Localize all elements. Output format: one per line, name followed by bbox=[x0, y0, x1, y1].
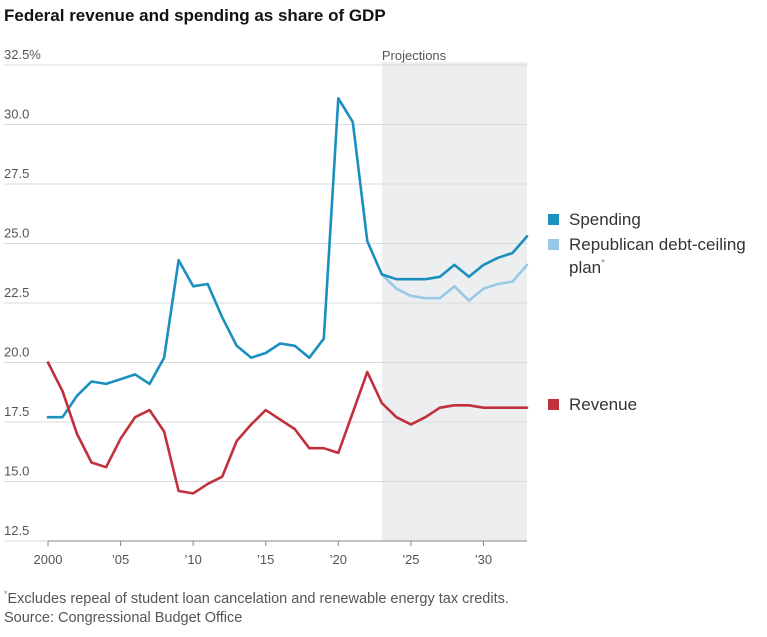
footnote-text: Excludes repeal of student loan cancelat… bbox=[7, 590, 509, 607]
x-tick-label: ’25 bbox=[402, 552, 419, 567]
x-tick-label: ’05 bbox=[112, 552, 129, 567]
chart-title: Federal revenue and spending as share of… bbox=[4, 6, 386, 25]
projection-label: Projections bbox=[382, 48, 447, 63]
x-tick-label: ’15 bbox=[257, 552, 274, 567]
y-tick-label: 12.5 bbox=[4, 523, 29, 538]
y-tick-label: 32.5% bbox=[4, 47, 41, 62]
chart-svg: Projections 32.5% 30.0 27.5 25.0 22.5 20.0 17.… bbox=[4, 47, 746, 567]
legend-footnote-marker: * bbox=[601, 258, 605, 269]
legend-swatch-spending bbox=[548, 214, 559, 225]
legend-label-spending: Spending bbox=[569, 210, 641, 229]
projection-band bbox=[381, 62, 527, 541]
legend-label-plan-line2: plan* bbox=[569, 258, 605, 277]
legend-swatch-plan bbox=[548, 239, 559, 250]
y-tick-label: 20.0 bbox=[4, 345, 29, 360]
y-tick-label: 17.5 bbox=[4, 404, 29, 419]
legend-label-plan-line1: Republican debt-ceiling bbox=[569, 235, 746, 254]
legend: Spending Republican debt-ceiling plan* R… bbox=[548, 210, 746, 414]
legend-label-plan-text: plan bbox=[569, 258, 601, 277]
footnote: *Excludes repeal of student loan cancela… bbox=[4, 589, 509, 607]
x-tick-label: ’10 bbox=[184, 552, 201, 567]
footnote-marker: * bbox=[4, 589, 8, 599]
y-tick-label: 25.0 bbox=[4, 226, 29, 241]
legend-swatch-revenue bbox=[548, 399, 559, 410]
series-line-revenue bbox=[46, 361, 529, 495]
x-tick-label: ’30 bbox=[475, 552, 492, 567]
y-tick-label: 30.0 bbox=[4, 107, 29, 122]
y-tick-label: 15.0 bbox=[4, 464, 29, 479]
legend-label-revenue: Revenue bbox=[569, 395, 637, 414]
y-tick-label: 27.5 bbox=[4, 166, 29, 181]
x-tick-label: 2000 bbox=[34, 552, 63, 567]
series-line-spending bbox=[46, 97, 529, 419]
x-tick-label: ’20 bbox=[330, 552, 347, 567]
series-line-republican-debt-ceiling-plan bbox=[380, 263, 529, 302]
source-note: Source: Congressional Budget Office bbox=[4, 610, 243, 626]
y-tick-label: 22.5 bbox=[4, 285, 29, 300]
